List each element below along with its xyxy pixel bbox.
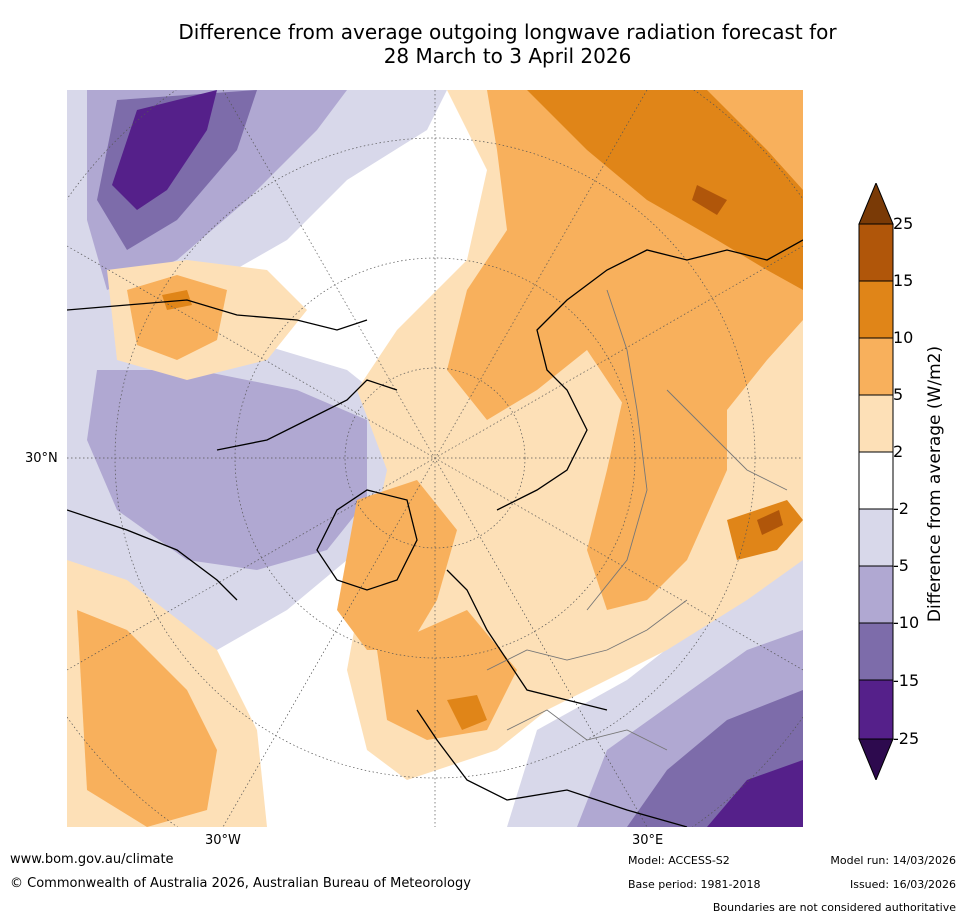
anomaly-region-brown [757, 510, 783, 535]
colorbar-top-arrow [858, 183, 894, 225]
colorbar-band [858, 223, 894, 282]
colorbar-band [858, 451, 894, 510]
anomaly-region-orange [337, 480, 457, 650]
title-line-2: 28 March to 3 April 2026 [383, 44, 632, 68]
website-link[interactable]: www.bom.gov.au/climate [10, 852, 174, 867]
colorbar-tick: -15 [893, 671, 920, 690]
longitude-label-west: 30°W [205, 833, 241, 848]
latitude-label: 30°N [25, 451, 58, 466]
colorbar-band [858, 565, 894, 624]
model-run-date: Model run: 14/03/2026 [830, 854, 956, 867]
copyright-notice: © Commonwealth of Australia 2026, Austra… [10, 876, 471, 891]
coastlines [67, 239, 803, 827]
colorbar-band [858, 337, 894, 396]
anomaly-region-brown [692, 185, 727, 215]
chart-title: Difference from average outgoing longwav… [0, 20, 965, 68]
colorbar-band [858, 394, 894, 453]
boundary-disclaimer: Boundaries are not considered authoritat… [712, 901, 956, 914]
longitude-label-east: 30°E [632, 833, 664, 848]
anomaly-region-orange [77, 610, 217, 827]
anomaly-map [67, 90, 803, 827]
title-line-1: Difference from average outgoing longwav… [178, 20, 837, 44]
colorbar [858, 183, 894, 780]
colorbar-tick: -2 [893, 499, 909, 518]
colorbar-tick: -10 [893, 613, 920, 632]
colorbar-band [858, 508, 894, 567]
colorbar-tick: 15 [893, 271, 914, 290]
colorbar-tick: 5 [893, 385, 904, 404]
anomaly-region-deep-purple [707, 760, 803, 827]
colorbar-tick: -25 [893, 729, 920, 748]
colorbar-title: Difference from average (W/m2) [925, 345, 945, 623]
colorbar-bottom-arrow [858, 738, 894, 780]
colorbar-tick: 10 [893, 328, 914, 347]
anomaly-region-orange [127, 275, 227, 360]
colorbar-band [858, 622, 894, 681]
colorbar-tick: 2 [893, 442, 904, 461]
colorbar-tick: -5 [893, 556, 909, 575]
base-period: Base period: 1981-2018 [628, 878, 761, 891]
colorbar-band [858, 280, 894, 339]
model-name: Model: ACCESS-S2 [628, 854, 730, 867]
colorbar-tick: 25 [893, 214, 914, 233]
country-boundaries [486, 289, 788, 751]
colorbar-band [858, 679, 894, 740]
graticule [67, 90, 803, 827]
anomaly-region-dark-orange [527, 90, 803, 290]
anomaly-region-medium-purple [87, 370, 367, 570]
anomaly-region-dark-orange [447, 695, 487, 730]
anomaly-region-dark-orange [162, 290, 192, 310]
issued-date: Issued: 16/03/2026 [849, 878, 956, 891]
